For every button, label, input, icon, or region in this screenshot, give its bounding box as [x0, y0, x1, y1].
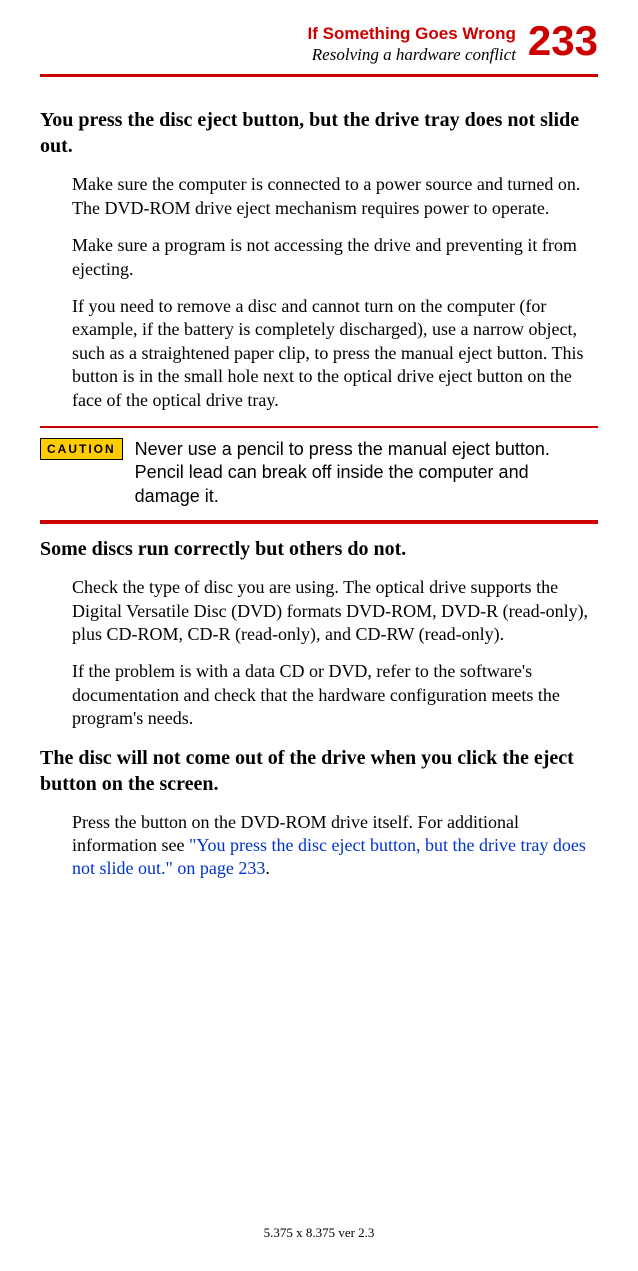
section-heading-screen-eject: The disc will not come out of the drive …	[40, 745, 598, 797]
link-suffix-text: .	[265, 858, 270, 878]
caution-content: CAUTION Never use a pencil to press the …	[40, 438, 598, 508]
body-paragraph: Make sure a program is not accessing the…	[72, 234, 598, 281]
header-text-block: If Something Goes Wrong Resolving a hard…	[308, 20, 516, 66]
header-rule	[40, 74, 598, 77]
section-heading-some-discs: Some discs run correctly but others do n…	[40, 536, 598, 562]
body-paragraph-with-link: Press the button on the DVD-ROM drive it…	[72, 811, 598, 881]
page-header: If Something Goes Wrong Resolving a hard…	[40, 20, 598, 66]
page-number: 233	[528, 20, 598, 62]
body-paragraph: Make sure the computer is connected to a…	[72, 173, 598, 220]
header-chapter-title: If Something Goes Wrong	[308, 24, 516, 44]
page-footer: 5.375 x 8.375 ver 2.3	[0, 1225, 638, 1241]
body-paragraph: If the problem is with a data CD or DVD,…	[72, 660, 598, 730]
caution-rule-bottom	[40, 520, 598, 524]
caution-rule-top	[40, 426, 598, 428]
section-heading-eject: You press the disc eject button, but the…	[40, 107, 598, 159]
caution-badge: CAUTION	[40, 438, 123, 460]
caution-text: Never use a pencil to press the manual e…	[135, 438, 598, 508]
page-container: If Something Goes Wrong Resolving a hard…	[0, 0, 638, 935]
caution-block: CAUTION Never use a pencil to press the …	[40, 426, 598, 524]
body-paragraph: Check the type of disc you are using. Th…	[72, 576, 598, 646]
body-paragraph: If you need to remove a disc and cannot …	[72, 295, 598, 412]
header-section-subtitle: Resolving a hardware conflict	[308, 44, 516, 66]
